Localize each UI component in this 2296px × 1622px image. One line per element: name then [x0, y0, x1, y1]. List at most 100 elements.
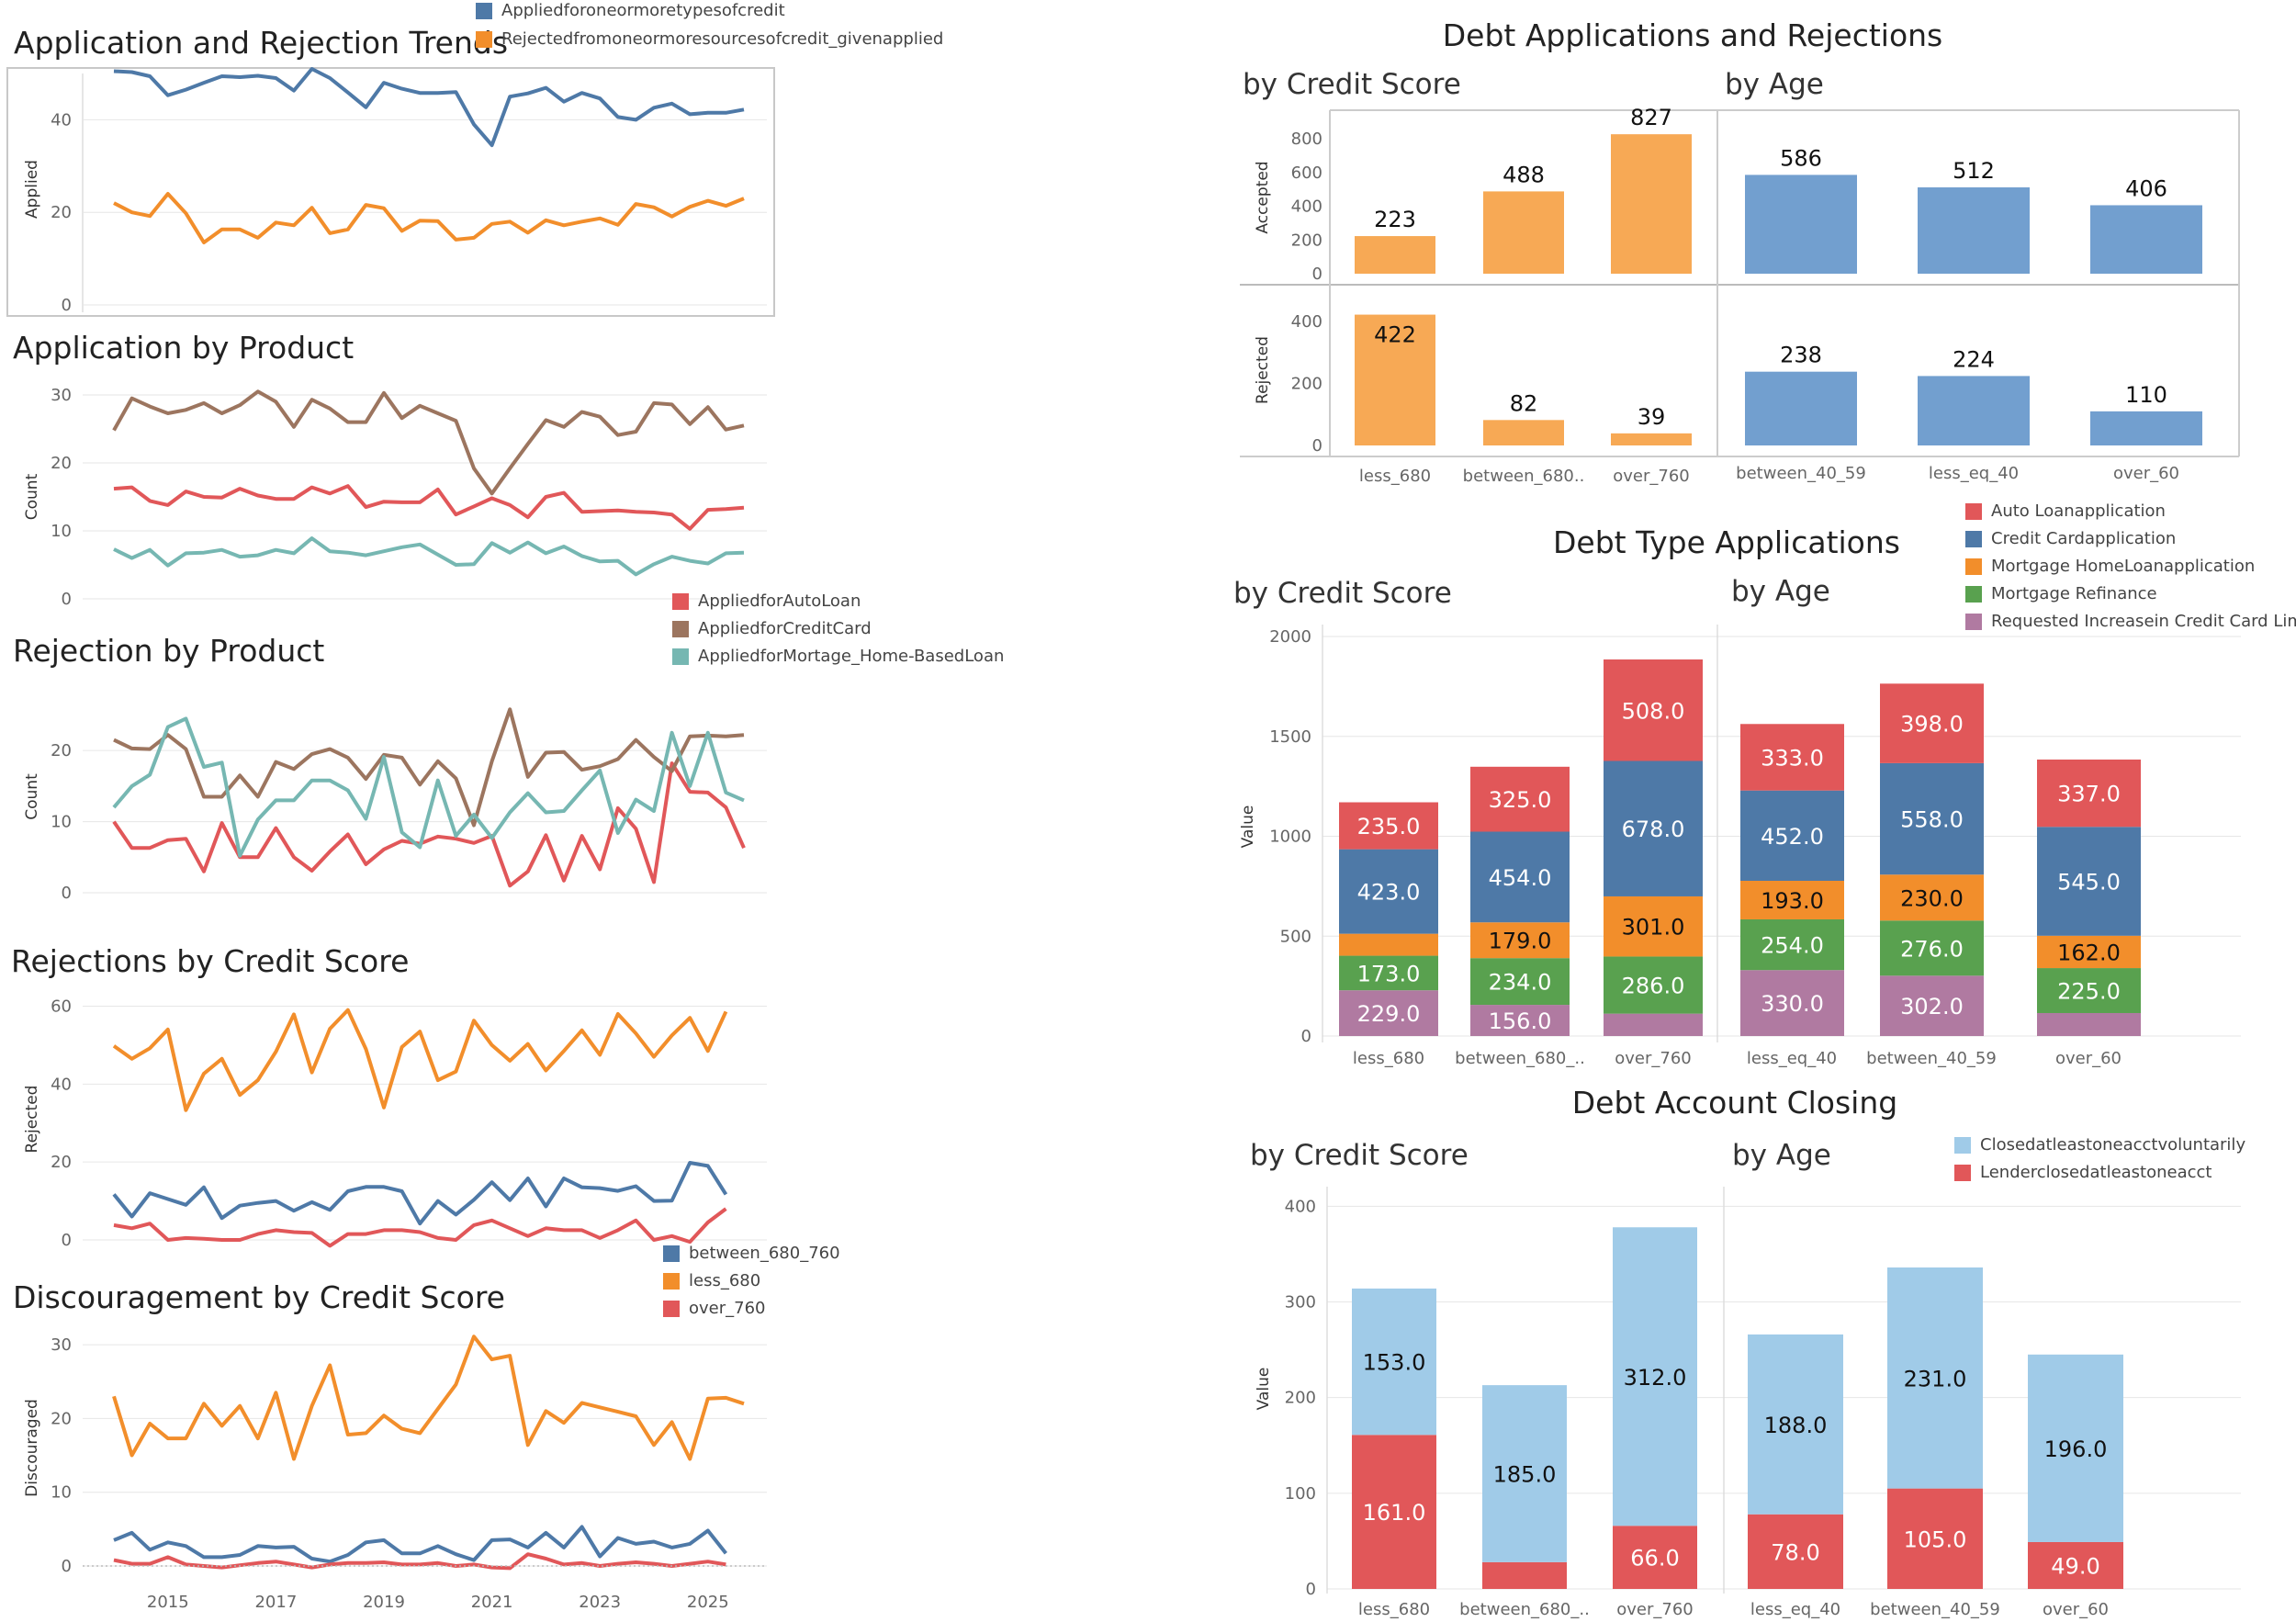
debt-type-credit-segment[interactable] — [1470, 766, 1570, 832]
credit-rejected-value: 82 — [1510, 390, 1538, 416]
closing-age-segment[interactable] — [1748, 1334, 1843, 1515]
credit-accepted-value: 223 — [1374, 207, 1416, 232]
app_by_product-line-AppliedforMortage_Home-BasedLoan[interactable] — [113, 536, 745, 577]
credit-accepted-bar[interactable] — [1355, 236, 1435, 274]
credit-rejected-bar[interactable] — [1611, 433, 1692, 445]
credit-accepted-bar[interactable] — [1483, 191, 1564, 274]
rej_by_credit-line-between_680_760[interactable] — [112, 1161, 728, 1226]
debt-type-credit-subtitle: by Credit Score — [1233, 577, 1452, 610]
debt-type-credit-segment[interactable] — [1604, 956, 1703, 1014]
debt-type-age-segment[interactable] — [2037, 827, 2141, 936]
app_by_product-title: Application by Product — [13, 330, 354, 366]
debt-type-age-segment[interactable] — [1740, 881, 1844, 919]
debt-type-credit-segment[interactable] — [1470, 1005, 1570, 1036]
debt-type-age-segment[interactable] — [1740, 970, 1844, 1036]
rej_by_product-line-AppliedforMortage_Home-BasedLoan[interactable] — [112, 716, 745, 858]
age-accepted-bar[interactable] — [2090, 205, 2202, 274]
debt-type-credit-segment[interactable] — [1339, 955, 1438, 991]
closing-credit-segment[interactable] — [1352, 1288, 1436, 1436]
debt-type-credit-segment[interactable] — [1604, 1013, 1703, 1036]
rej_by_credit-line-over_760[interactable] — [113, 1207, 727, 1248]
rej_by_credit-ytick: 20 — [51, 1153, 72, 1172]
app_by_product-ytick: 10 — [51, 522, 72, 541]
legend-auto-swatch[interactable] — [672, 593, 689, 610]
disc_by_credit-line-over_760[interactable] — [113, 1552, 726, 1571]
legend-less680-swatch[interactable] — [663, 1273, 680, 1290]
closing-credit-segment[interactable] — [1482, 1561, 1567, 1589]
app_rej_trends-line-Rejectedfromoneormoresourcesofcredit_givenapplied[interactable] — [113, 192, 745, 244]
debt-type-age-segment[interactable] — [1880, 975, 1984, 1036]
acc-ytick: 800 — [1291, 130, 1322, 149]
closing-credit-segment[interactable] — [1482, 1385, 1567, 1562]
legend-over760-swatch[interactable] — [663, 1301, 680, 1317]
app_by_product-line-AppliedforAutoLoan[interactable] — [113, 484, 745, 531]
credit-rejected-bar[interactable] — [1355, 314, 1435, 445]
app_by_product-ytick: 30 — [51, 386, 72, 405]
debt-type-legend-3-swatch[interactable] — [1965, 586, 1982, 603]
closing-age-segment[interactable] — [1887, 1267, 1983, 1489]
debt-type-credit-segment[interactable] — [1339, 802, 1438, 850]
debt-type-age-segment[interactable] — [2037, 968, 2141, 1013]
closing-age-segment[interactable] — [1748, 1514, 1843, 1589]
rej_by_credit-ytick: 0 — [62, 1231, 72, 1250]
disc_by_credit-ytick: 0 — [62, 1557, 72, 1576]
debt-type-age-segment[interactable] — [2037, 759, 2141, 828]
age-rejected-bar[interactable] — [2090, 411, 2202, 445]
credit-accepted-bar[interactable] — [1611, 134, 1692, 274]
closing-ytick: 200 — [1285, 1389, 1316, 1408]
legend-mortgage-swatch[interactable] — [672, 648, 689, 665]
legend-between-swatch[interactable] — [663, 1245, 680, 1262]
rej_by_product-line-AppliedforAutoLoan[interactable] — [112, 761, 746, 888]
app_by_product-line-AppliedforCreditCard[interactable] — [112, 389, 745, 496]
app_rej_trends-line-Appliedforoneormoretypesofcredit[interactable] — [113, 67, 745, 148]
debt-type-age-segment[interactable] — [1880, 920, 1984, 976]
debt-type-credit-segment[interactable] — [1339, 990, 1438, 1036]
legend-creditcard-swatch[interactable] — [672, 621, 689, 637]
disc_by_credit-line-less_680[interactable] — [112, 1335, 745, 1461]
closing-credit-segment[interactable] — [1352, 1435, 1436, 1589]
closing-legend-lender-swatch[interactable] — [1954, 1165, 1971, 1181]
debt-type-age-segment[interactable] — [2037, 1012, 2141, 1036]
closing-age-segment[interactable] — [1887, 1488, 1983, 1589]
debt-type-age-segment[interactable] — [1740, 724, 1844, 791]
debt-type-age-segment[interactable] — [1740, 790, 1844, 882]
debt-type-legend-0-swatch[interactable] — [1965, 503, 1982, 520]
legend-over760-label: over_760 — [689, 1299, 766, 1318]
debt-type-age-segment[interactable] — [1740, 918, 1844, 971]
debt-type-credit-segment[interactable] — [1470, 831, 1570, 923]
closing-credit-segment[interactable] — [1613, 1227, 1697, 1526]
rej_by_product-line-AppliedforCreditCard[interactable] — [113, 707, 745, 828]
closing-legend-voluntary-swatch[interactable] — [1954, 1137, 1971, 1154]
age-accepted-bar[interactable] — [1745, 175, 1857, 274]
debt-type-credit-cat: less_680 — [1353, 1049, 1424, 1068]
debt-type-age-segment[interactable] — [1880, 683, 1984, 763]
closing-age-segment[interactable] — [2028, 1541, 2123, 1589]
age-rejected-bar[interactable] — [1918, 376, 2030, 445]
age-rejected-bar[interactable] — [1745, 371, 1857, 445]
rej_by_credit-line-less_680[interactable] — [112, 1008, 728, 1112]
legend-rejected-swatch[interactable] — [476, 31, 492, 48]
closing-credit-segment[interactable] — [1613, 1526, 1697, 1589]
debt-type-age-segment[interactable] — [1880, 762, 1984, 875]
debt-type-credit-segment[interactable] — [1470, 922, 1570, 959]
debt-type-credit-segment[interactable] — [1339, 933, 1438, 956]
disc_by_credit-line-between_680_760[interactable] — [113, 1525, 727, 1564]
debt-type-credit-segment[interactable] — [1339, 849, 1438, 934]
closing-title: Debt Account Closing — [1572, 1085, 1897, 1121]
debt-type-credit-segment[interactable] — [1604, 659, 1703, 761]
disc_by_credit-ytick: 30 — [51, 1335, 72, 1355]
debt-type-legend-4-swatch[interactable] — [1965, 614, 1982, 630]
credit-rejected-bar[interactable] — [1483, 420, 1564, 445]
debt-type-credit-segment[interactable] — [1604, 895, 1703, 957]
disc_by_credit-ytick: 10 — [51, 1483, 72, 1503]
age-accepted-bar[interactable] — [1918, 186, 2030, 274]
legend-applied-swatch[interactable] — [476, 3, 492, 19]
debt-type-legend-1-swatch[interactable] — [1965, 531, 1982, 547]
debt-app-row-label: Accepted — [1254, 161, 1272, 233]
debt-type-credit-segment[interactable] — [1470, 958, 1570, 1006]
debt-type-age-segment[interactable] — [2037, 935, 2141, 969]
debt-type-credit-segment[interactable] — [1604, 760, 1703, 896]
closing-age-segment[interactable] — [2028, 1354, 2123, 1542]
debt-type-legend-2-swatch[interactable] — [1965, 558, 1982, 575]
debt-type-age-segment[interactable] — [1880, 874, 1984, 921]
